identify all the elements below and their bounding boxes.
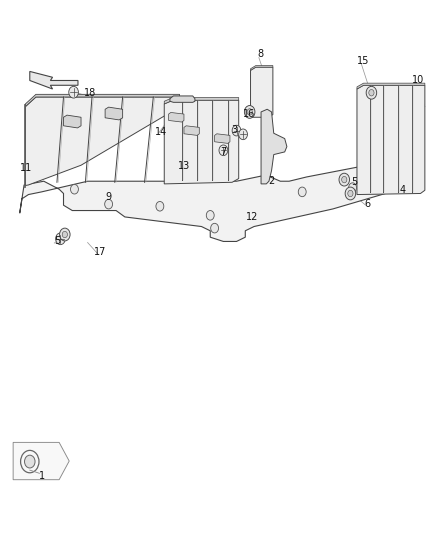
Circle shape [206,211,214,220]
Polygon shape [169,112,184,122]
Text: 17: 17 [94,247,106,257]
Circle shape [211,223,219,233]
Circle shape [25,455,35,468]
Polygon shape [20,163,403,241]
Circle shape [366,86,377,99]
Text: 7: 7 [220,148,226,157]
Polygon shape [25,94,180,107]
Circle shape [156,201,164,211]
Circle shape [369,90,374,96]
Polygon shape [261,109,287,184]
Circle shape [71,184,78,194]
Circle shape [219,145,228,156]
Circle shape [349,183,357,192]
Circle shape [62,231,67,238]
Text: 9: 9 [106,192,112,202]
Polygon shape [170,96,195,102]
Circle shape [69,86,78,98]
Text: 18: 18 [84,88,96,98]
Polygon shape [24,104,25,187]
Text: 2: 2 [268,176,275,186]
Polygon shape [164,98,239,104]
Circle shape [239,129,247,140]
Polygon shape [30,71,78,89]
Polygon shape [13,442,69,480]
Text: 13: 13 [178,161,190,171]
Circle shape [342,176,347,183]
Polygon shape [64,115,81,128]
Text: 8: 8 [258,50,264,59]
Text: 15: 15 [357,56,370,66]
Text: 5: 5 [352,177,358,187]
Circle shape [345,187,356,200]
Circle shape [232,125,241,136]
Circle shape [339,173,350,186]
Polygon shape [25,97,180,185]
Polygon shape [357,85,425,195]
Polygon shape [251,67,273,117]
Text: 14: 14 [155,127,167,136]
Polygon shape [105,107,123,120]
Text: 11: 11 [20,163,32,173]
Text: 16: 16 [243,109,255,119]
Text: 3: 3 [231,125,237,135]
Polygon shape [215,134,230,143]
Polygon shape [164,100,239,184]
Text: 5: 5 [54,237,60,246]
Circle shape [244,106,255,118]
Circle shape [247,109,252,115]
Text: 10: 10 [412,75,424,85]
Circle shape [60,228,70,241]
Polygon shape [184,126,199,135]
Text: 1: 1 [39,471,45,481]
Circle shape [298,187,306,197]
Polygon shape [357,83,425,89]
Text: 12: 12 [246,213,258,222]
Text: 6: 6 [365,199,371,208]
Circle shape [105,199,113,209]
Text: 4: 4 [400,185,406,195]
Polygon shape [251,66,273,70]
Circle shape [348,190,353,197]
Circle shape [56,233,65,245]
